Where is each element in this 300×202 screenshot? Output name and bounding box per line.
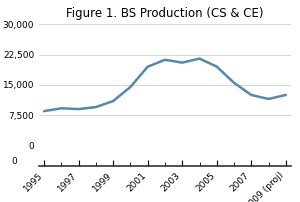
Text: 0: 0 — [12, 157, 18, 166]
Title: Figure 1. BS Production (CS & CE): Figure 1. BS Production (CS & CE) — [66, 7, 264, 20]
